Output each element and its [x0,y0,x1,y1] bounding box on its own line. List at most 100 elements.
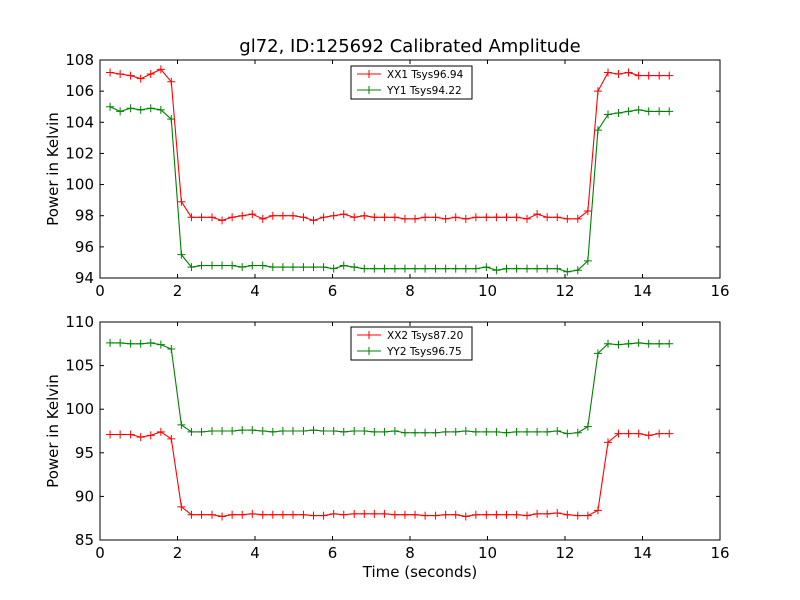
data-point-marker [502,510,511,519]
top-subplot: 0 2 4 6 8 10 12 14 16 94 96 98 100 102 104 106 108 Power … [44,51,730,300]
data-point-marker [288,263,297,272]
y-tick-label: 96 [75,238,94,256]
data-point-marker [156,65,165,74]
data-point-marker [339,261,348,270]
data-point-marker [533,509,542,518]
x-tick-label: 6 [328,282,338,300]
data-point-marker [390,213,399,222]
legend-label: YY1 Tsys94.22 [386,85,462,97]
y-tick-label: 90 [75,487,94,505]
legend-marker [365,347,373,355]
data-point-marker [218,261,227,270]
data-point-marker [573,511,582,520]
data-point-marker [146,431,155,440]
data-point-marker [390,264,399,273]
data-point-marker [512,213,521,222]
data-point-marker [187,263,196,272]
data-point-marker [329,264,338,273]
legend-item: XX1 Tsys96.94 [357,69,464,81]
data-point-marker [197,213,206,222]
data-point-marker [248,210,257,219]
data-point-marker [218,216,227,225]
data-point-marker [523,427,532,436]
data-point-marker [258,510,267,519]
data-point-marker [309,216,318,225]
y-tick-label: 85 [75,531,94,549]
data-point-marker [543,509,552,518]
data-point-marker [431,213,440,222]
legend-label: XX1 Tsys96.94 [387,69,464,81]
data-point-marker [299,213,308,222]
data-point-marker [634,71,643,80]
data-point-marker [116,107,125,116]
data-point-marker [370,427,379,436]
data-point-marker [614,429,623,438]
data-point-marker [411,264,420,273]
data-point-marker [451,510,460,519]
data-point-marker [329,211,338,220]
legend-label: XX2 Tsys87.20 [387,330,463,342]
y-tick-label: 104 [65,113,94,131]
data-point-marker [360,264,369,273]
data-point-marker [665,71,674,80]
data-point-marker [431,264,440,273]
data-point-marker [339,427,348,436]
data-point-marker [197,427,206,436]
data-point-marker [278,510,287,519]
data-point-marker [268,263,277,272]
data-point-marker [319,213,328,222]
data-point-marker [177,420,186,429]
data-point-marker [350,427,359,435]
data-point-marker [106,68,115,77]
y-tick-label: 94 [75,269,94,287]
x-tick-label: 12 [555,282,574,300]
y-tick-label: 110 [65,313,94,331]
data-point-marker [350,263,359,272]
data-point-marker [614,70,623,79]
data-point-marker [156,105,165,114]
data-point-marker [553,264,562,273]
data-point-marker [167,345,176,354]
data-point-marker [288,211,297,220]
data-point-marker [421,264,430,273]
data-point-marker [116,430,125,439]
data-point-marker [136,433,145,442]
data-point-marker [126,339,135,348]
data-point-marker [655,339,664,348]
data-point-marker [136,74,145,83]
y-tick-label: 105 [65,357,94,375]
data-point-marker [248,261,257,270]
x-tick-label: 14 [633,544,652,562]
data-point-marker [228,510,237,519]
data-point-marker [421,511,430,520]
legend-marker [365,331,373,339]
data-point-marker [482,213,491,222]
data-point-marker [278,263,287,272]
data-point-marker [644,339,653,348]
data-point-marker [665,429,674,438]
data-point-marker [644,431,653,440]
data-point-marker [665,107,674,116]
data-point-marker [492,427,501,436]
data-point-marker [146,104,155,113]
data-point-marker [228,427,237,435]
data-point-marker [207,427,216,435]
x-tick-label: 0 [95,544,105,562]
data-point-marker [543,213,552,222]
data-point-marker [512,264,521,273]
data-point-marker [604,339,613,348]
data-point-marker [573,428,582,437]
data-point-marker [350,509,359,518]
data-point-marker [136,339,145,348]
data-point-marker [197,510,206,519]
data-point-marker [126,104,135,113]
data-point-marker [431,511,440,520]
legend-frame [350,65,473,100]
legend-frame [350,326,473,361]
data-point-marker [258,261,267,270]
data-point-marker [309,263,318,272]
data-point-marker [553,427,562,435]
data-point-marker [177,197,186,206]
data-point-marker [268,510,277,519]
